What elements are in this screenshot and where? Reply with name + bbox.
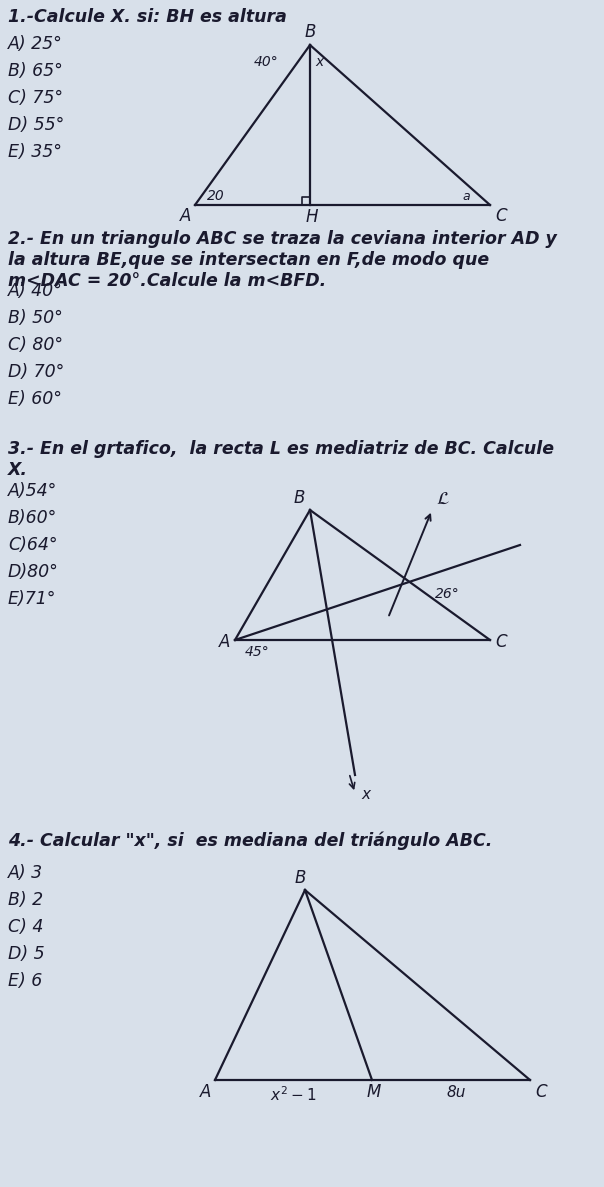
Text: x: x	[315, 55, 323, 69]
Text: C: C	[535, 1083, 547, 1102]
Text: $\mathcal{L}$: $\mathcal{L}$	[436, 490, 450, 508]
Text: E) 60°: E) 60°	[8, 391, 62, 408]
Text: E) 6: E) 6	[8, 972, 42, 990]
Text: C) 4: C) 4	[8, 918, 43, 937]
Text: C)64°: C)64°	[8, 537, 57, 554]
Text: $x^2-1$: $x^2-1$	[270, 1085, 316, 1104]
Text: M: M	[367, 1083, 381, 1102]
Text: B) 2: B) 2	[8, 891, 43, 909]
Text: 40°: 40°	[253, 55, 278, 69]
Text: A: A	[219, 633, 230, 650]
Text: A) 3: A) 3	[8, 864, 43, 882]
Text: C) 80°: C) 80°	[8, 336, 63, 354]
Text: 1.-Calcule X. si: BH es altura: 1.-Calcule X. si: BH es altura	[8, 8, 287, 26]
Text: E) 35°: E) 35°	[8, 142, 62, 161]
Text: C) 75°: C) 75°	[8, 89, 63, 107]
Text: x: x	[361, 787, 370, 802]
Text: B: B	[304, 23, 316, 42]
Text: 4.- Calcular "x", si  es mediana del triángulo ABC.: 4.- Calcular "x", si es mediana del triá…	[8, 832, 492, 851]
Text: D) 70°: D) 70°	[8, 363, 65, 381]
Text: A) 40°: A) 40°	[8, 283, 63, 300]
Text: D) 55°: D) 55°	[8, 116, 65, 134]
Text: A: A	[200, 1083, 211, 1102]
Text: D) 5: D) 5	[8, 945, 45, 963]
Text: E)71°: E)71°	[8, 590, 57, 608]
Text: B) 65°: B) 65°	[8, 62, 63, 80]
Text: 20: 20	[207, 189, 225, 203]
Text: A)54°: A)54°	[8, 482, 57, 500]
Text: 3.- En el grtafico,  la recta L es mediatriz de BC. Calcule
X.: 3.- En el grtafico, la recta L es mediat…	[8, 440, 554, 478]
Text: D)80°: D)80°	[8, 563, 59, 580]
Text: 26°: 26°	[435, 588, 460, 602]
Text: B)60°: B)60°	[8, 509, 57, 527]
Text: C: C	[495, 633, 507, 650]
Text: a: a	[462, 190, 470, 203]
Text: B: B	[294, 869, 306, 887]
Text: B) 50°: B) 50°	[8, 309, 63, 326]
Text: B: B	[294, 489, 305, 507]
Text: A) 25°: A) 25°	[8, 34, 63, 53]
Text: 2.- En un triangulo ABC se traza la ceviana interior AD y
la altura BE,que se in: 2.- En un triangulo ABC se traza la cevi…	[8, 230, 557, 290]
Text: 45°: 45°	[245, 645, 270, 659]
Text: C: C	[495, 207, 507, 226]
Text: A: A	[179, 207, 191, 226]
Text: 8u: 8u	[446, 1085, 466, 1100]
Text: H: H	[306, 208, 318, 226]
